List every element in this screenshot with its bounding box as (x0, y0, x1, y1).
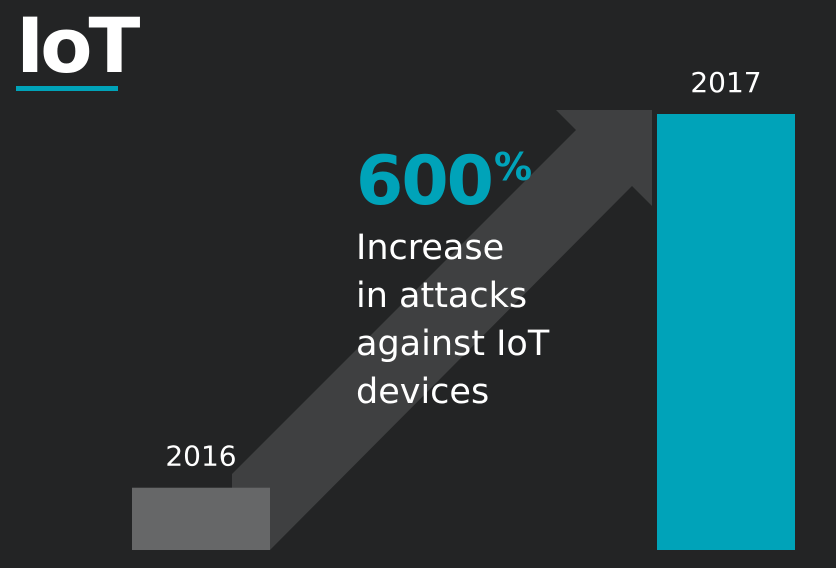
trend-arrow-icon (232, 110, 652, 550)
bar-2017 (657, 114, 795, 550)
bar-2016 (132, 487, 270, 550)
bar-labels-group: 2016 2017 (165, 66, 761, 473)
stat-value: 600 % (356, 142, 616, 222)
title-underline (16, 86, 118, 91)
bar-label-2016: 2016 (165, 440, 236, 473)
bar-label-2017: 2017 (690, 66, 761, 99)
stat-number: 600 (356, 142, 494, 221)
stat-caption: Increase in attacks against IoT devices (356, 228, 550, 412)
stat-block: 600 % Increase in attacks against IoT de… (356, 142, 616, 416)
stat-unit: % (493, 145, 532, 189)
page-title: IoT (16, 1, 140, 90)
bars-group (132, 114, 795, 550)
